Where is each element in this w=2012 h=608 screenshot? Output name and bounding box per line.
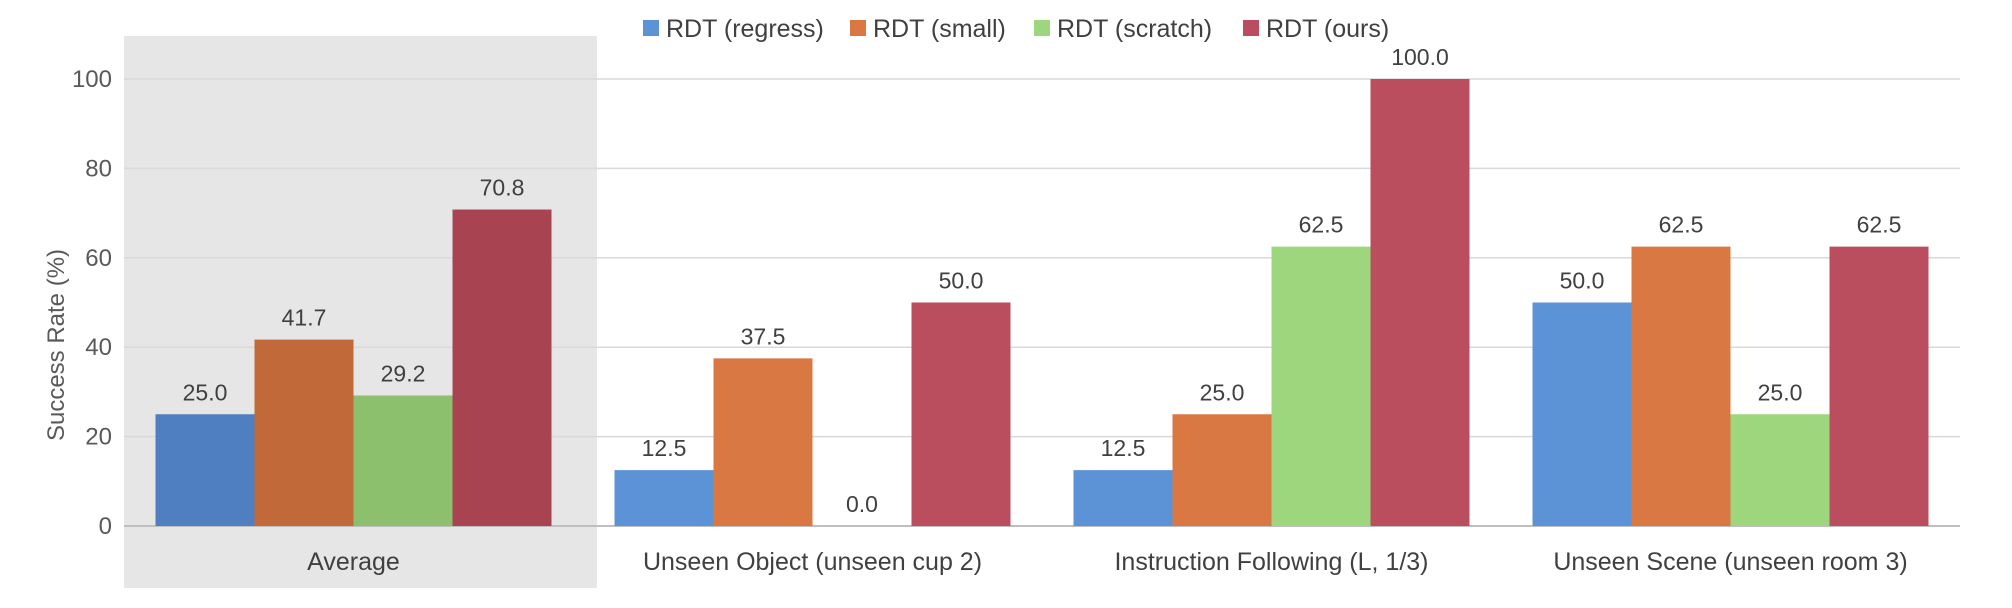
bar (254, 339, 354, 526)
data-labels: 25.0 41.7 29.2 70.8 12.5 37.5 0.0 50.0 12.5 25.0 6… (183, 44, 1902, 517)
bars (155, 79, 1929, 527)
bar (155, 414, 255, 526)
legend-label: RDT (small) (873, 15, 1006, 43)
data-label: 50.0 (1560, 268, 1605, 294)
legend-label: RDT (ours) (1266, 15, 1389, 43)
x-category-label: Average (307, 548, 400, 576)
x-category-label: Unseen Scene (unseen room 3) (1553, 548, 1907, 576)
data-label: 37.5 (741, 323, 786, 349)
bar (1532, 302, 1632, 526)
legend-swatch (1243, 20, 1259, 36)
legend: RDT (regress) RDT (small) RDT (scratch) RDT… (643, 15, 1389, 43)
data-label: 70.8 (480, 175, 525, 201)
data-label: 29.2 (381, 360, 426, 386)
bar (1073, 470, 1173, 526)
bar (614, 470, 714, 526)
bar (1829, 246, 1929, 526)
bar (1730, 414, 1830, 526)
y-axis-ticks: 0 20 40 60 80 100 (72, 66, 112, 540)
x-category-label: Unseen Object (unseen cup 2) (643, 548, 982, 576)
bar (1271, 246, 1371, 526)
legend-swatch (643, 20, 659, 36)
bar (353, 395, 453, 526)
bar (1172, 414, 1272, 526)
data-label: 62.5 (1659, 212, 1704, 238)
bar (713, 358, 813, 526)
legend-label: RDT (regress) (666, 15, 824, 43)
y-tick-label: 100 (72, 66, 112, 93)
legend-swatch (1034, 20, 1050, 36)
bar (911, 302, 1011, 526)
y-tick-label: 20 (85, 424, 112, 451)
data-label: 41.7 (282, 305, 327, 331)
x-category-label: Instruction Following (L, 1/3) (1114, 548, 1428, 576)
legend-swatch (850, 20, 866, 36)
y-axis-title: Success Rate (%) (43, 249, 70, 441)
y-tick-label: 0 (99, 513, 112, 540)
y-tick-label: 40 (85, 334, 112, 361)
data-label: 12.5 (1101, 435, 1146, 461)
data-label: 25.0 (183, 379, 228, 405)
data-label: 100.0 (1391, 44, 1449, 70)
legend-label: RDT (scratch) (1057, 15, 1212, 43)
y-tick-label: 80 (85, 155, 112, 182)
bar (1370, 79, 1470, 526)
bar (1631, 246, 1731, 526)
x-axis-categories: Average Unseen Object (unseen cup 2) Instr… (307, 548, 1908, 576)
data-label: 62.5 (1857, 212, 1902, 238)
bar (452, 209, 552, 527)
data-label: 50.0 (939, 268, 984, 294)
data-label: 0.0 (846, 491, 878, 517)
data-label: 62.5 (1299, 212, 1344, 238)
data-label: 25.0 (1758, 379, 1803, 405)
y-tick-label: 60 (85, 245, 112, 272)
data-label: 12.5 (642, 435, 687, 461)
data-label: 25.0 (1200, 379, 1245, 405)
